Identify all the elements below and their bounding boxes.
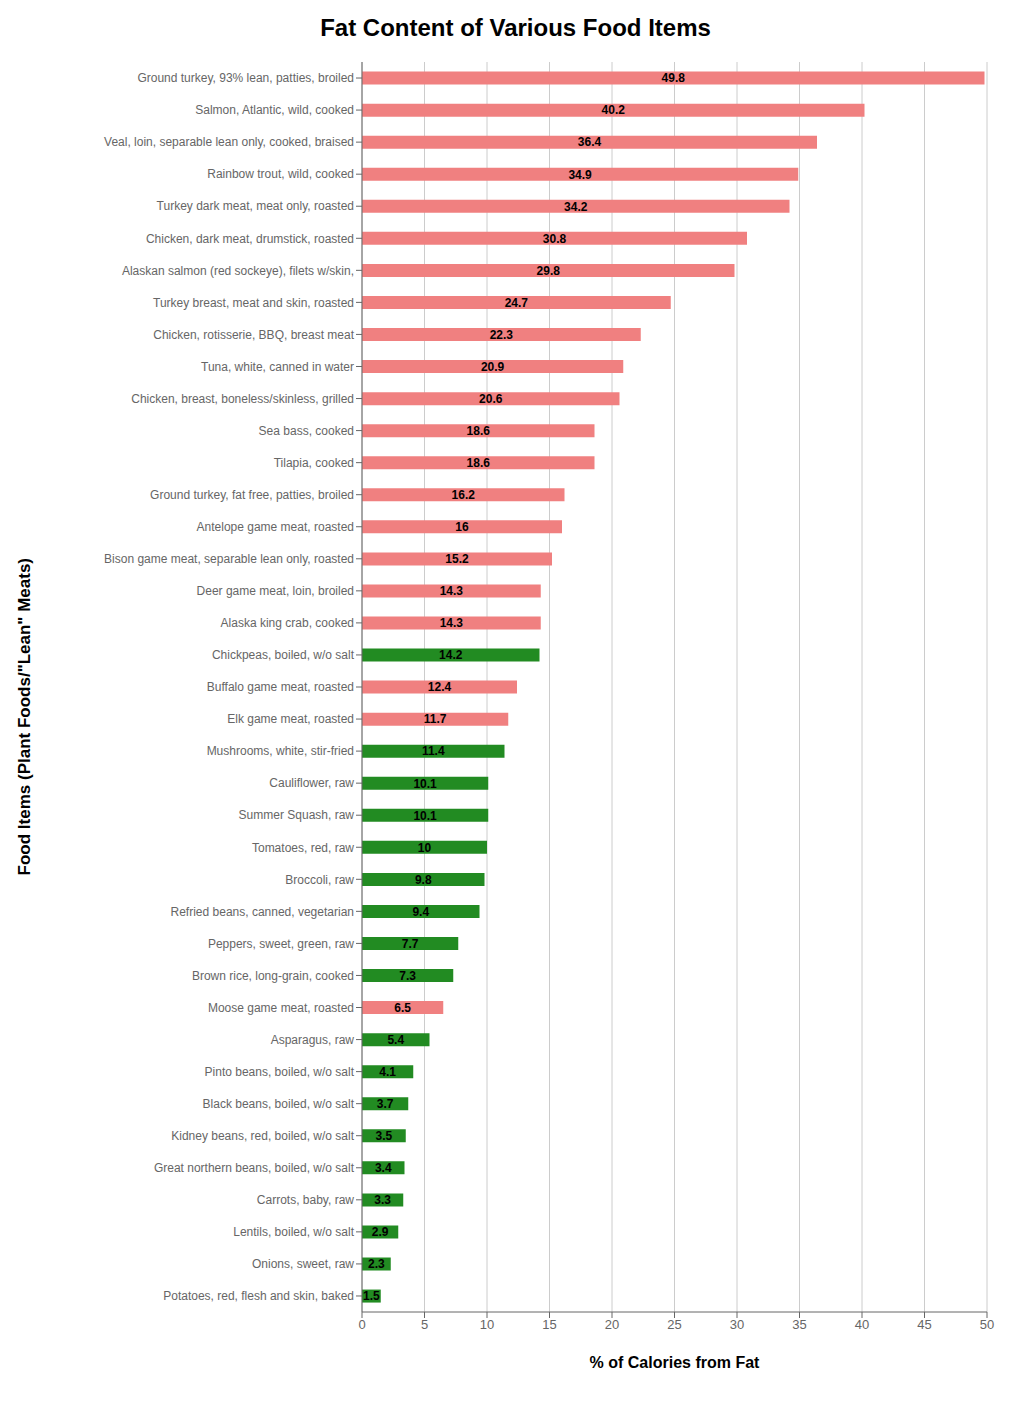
svg-text:10.1: 10.1: [413, 809, 437, 823]
svg-text:30.8: 30.8: [543, 232, 567, 246]
svg-text:14.3: 14.3: [440, 584, 464, 598]
svg-text:14.3: 14.3: [440, 616, 464, 630]
svg-text:Tuna, white, canned in water: Tuna, white, canned in water: [201, 360, 354, 374]
svg-text:Chicken, breast, boneless/skin: Chicken, breast, boneless/skinless, gril…: [131, 392, 354, 406]
svg-text:Pinto beans, boiled, w/o salt: Pinto beans, boiled, w/o salt: [205, 1065, 355, 1079]
svg-text:Moose game meat, roasted: Moose game meat, roasted: [208, 1001, 354, 1015]
svg-text:Chicken, dark meat, drumstick,: Chicken, dark meat, drumstick, roasted: [146, 232, 354, 246]
svg-text:10: 10: [418, 841, 432, 855]
svg-text:Turkey breast, meat and skin,: Turkey breast, meat and skin, roasted: [153, 296, 354, 310]
svg-text:Bison game meat, separable lea: Bison game meat, separable lean only, ro…: [104, 552, 354, 566]
svg-text:24.7: 24.7: [505, 296, 529, 310]
svg-text:Carrots, baby, raw: Carrots, baby, raw: [257, 1193, 354, 1207]
html-text:Fat Content of Various Food It: Fat Content of Various Food Items: [320, 14, 711, 41]
svg-text:3.4: 3.4: [375, 1161, 392, 1175]
svg-text:10: 10: [480, 1317, 494, 1332]
svg-text:1.5: 1.5: [363, 1289, 380, 1303]
svg-text:Lentils, boiled, w/o salt: Lentils, boiled, w/o salt: [233, 1225, 354, 1239]
svg-text:Chicken, rotisserie, BBQ, brea: Chicken, rotisserie, BBQ, breast meat: [153, 328, 354, 342]
svg-text:9.4: 9.4: [412, 905, 429, 919]
svg-text:Asparagus, raw: Asparagus, raw: [271, 1033, 355, 1047]
svg-text:49.8: 49.8: [662, 71, 686, 85]
svg-text:Potatoes, red, flesh and skin,: Potatoes, red, flesh and skin, baked: [163, 1289, 354, 1303]
svg-text:Refried beans, canned, vegetar: Refried beans, canned, vegetarian: [171, 905, 354, 919]
html-text:Food Items (Plant Foods/"Lean": Food Items (Plant Foods/"Lean" Meats): [15, 558, 34, 876]
svg-text:Summer Squash, raw: Summer Squash, raw: [239, 808, 355, 822]
svg-text:Kidney beans, red, boiled, w/o: Kidney beans, red, boiled, w/o salt: [171, 1129, 354, 1143]
svg-text:34.2: 34.2: [564, 200, 588, 214]
svg-text:36.4: 36.4: [578, 135, 602, 149]
svg-text:Tilapia, cooked: Tilapia, cooked: [274, 456, 354, 470]
svg-text:Cauliflower, raw: Cauliflower, raw: [269, 776, 354, 790]
svg-text:2.3: 2.3: [368, 1257, 385, 1271]
svg-text:15: 15: [542, 1317, 556, 1332]
svg-text:Salmon, Atlantic, wild, cooked: Salmon, Atlantic, wild, cooked: [195, 103, 354, 117]
svg-text:Mushrooms, white, stir-fried: Mushrooms, white, stir-fried: [207, 744, 354, 758]
svg-text:Broccoli, raw: Broccoli, raw: [285, 873, 354, 887]
svg-text:7.3: 7.3: [399, 969, 416, 983]
svg-text:Chickpeas, boiled, w/o salt: Chickpeas, boiled, w/o salt: [212, 648, 355, 662]
svg-text:7.7: 7.7: [402, 937, 419, 951]
svg-text:0: 0: [358, 1317, 365, 1332]
svg-text:Onions, sweet, raw: Onions, sweet, raw: [252, 1257, 354, 1271]
svg-text:3.7: 3.7: [377, 1097, 394, 1111]
svg-text:20: 20: [605, 1317, 619, 1332]
svg-text:Rainbow trout, wild, cooked: Rainbow trout, wild, cooked: [207, 167, 354, 181]
svg-text:Turkey dark meat, meat only, r: Turkey dark meat, meat only, roasted: [157, 199, 354, 213]
svg-text:Peppers, sweet, green, raw: Peppers, sweet, green, raw: [208, 937, 354, 951]
svg-text:14.2: 14.2: [439, 648, 463, 662]
svg-text:5.4: 5.4: [387, 1033, 404, 1047]
svg-text:40: 40: [855, 1317, 869, 1332]
svg-text:15.2: 15.2: [445, 552, 469, 566]
svg-text:18.6: 18.6: [467, 456, 491, 470]
svg-text:5: 5: [421, 1317, 428, 1332]
svg-text:29.8: 29.8: [537, 264, 561, 278]
svg-text:% of Calories from Fat: % of Calories from Fat: [590, 1354, 760, 1371]
svg-text:22.3: 22.3: [490, 328, 514, 342]
svg-text:10.1: 10.1: [413, 777, 437, 791]
svg-text:3.3: 3.3: [374, 1193, 391, 1207]
svg-text:34.9: 34.9: [568, 168, 592, 182]
svg-text:45: 45: [917, 1317, 931, 1332]
svg-text:Ground turkey, fat free, patti: Ground turkey, fat free, patties, broile…: [150, 488, 354, 502]
svg-text:Antelope game meat, roasted: Antelope game meat, roasted: [197, 520, 354, 534]
svg-text:20.9: 20.9: [481, 360, 505, 374]
svg-text:4.1: 4.1: [379, 1065, 396, 1079]
svg-text:Alaskan salmon (red sockeye),: Alaskan salmon (red sockeye), filets w/s…: [122, 264, 354, 278]
svg-text:18.6: 18.6: [467, 424, 491, 438]
svg-text:20.6: 20.6: [479, 392, 503, 406]
svg-text:Black beans, boiled, w/o salt: Black beans, boiled, w/o salt: [203, 1097, 355, 1111]
svg-text:Sea bass, cooked: Sea bass, cooked: [259, 424, 354, 438]
svg-text:9.8: 9.8: [415, 873, 432, 887]
svg-text:50: 50: [980, 1317, 994, 1332]
svg-text:Great northern beans, boiled,: Great northern beans, boiled, w/o salt: [154, 1161, 355, 1175]
svg-text:Buffalo game meat, roasted: Buffalo game meat, roasted: [207, 680, 354, 694]
svg-text:35: 35: [792, 1317, 806, 1332]
svg-text:3.5: 3.5: [376, 1129, 393, 1143]
svg-text:2.9: 2.9: [372, 1225, 389, 1239]
svg-text:40.2: 40.2: [602, 103, 626, 117]
svg-text:30: 30: [730, 1317, 744, 1332]
svg-text:Ground turkey, 93% lean, patti: Ground turkey, 93% lean, patties, broile…: [137, 71, 354, 85]
svg-text:Veal, loin, separable lean onl: Veal, loin, separable lean only, cooked,…: [104, 135, 354, 149]
svg-text:Deer game meat, loin, broiled: Deer game meat, loin, broiled: [197, 584, 354, 598]
svg-text:6.5: 6.5: [394, 1001, 411, 1015]
svg-text:Tomatoes, red, raw: Tomatoes, red, raw: [252, 841, 354, 855]
svg-text:Alaska king crab, cooked: Alaska king crab, cooked: [221, 616, 354, 630]
svg-text:11.7: 11.7: [424, 712, 447, 726]
svg-text:Brown rice, long-grain, cooked: Brown rice, long-grain, cooked: [192, 969, 354, 983]
svg-text:16: 16: [455, 520, 469, 534]
svg-text:25: 25: [667, 1317, 681, 1332]
svg-text:16.2: 16.2: [452, 488, 476, 502]
svg-text:11.4: 11.4: [422, 744, 445, 758]
svg-text:Elk game meat, roasted: Elk game meat, roasted: [227, 712, 354, 726]
svg-text:12.4: 12.4: [428, 680, 452, 694]
